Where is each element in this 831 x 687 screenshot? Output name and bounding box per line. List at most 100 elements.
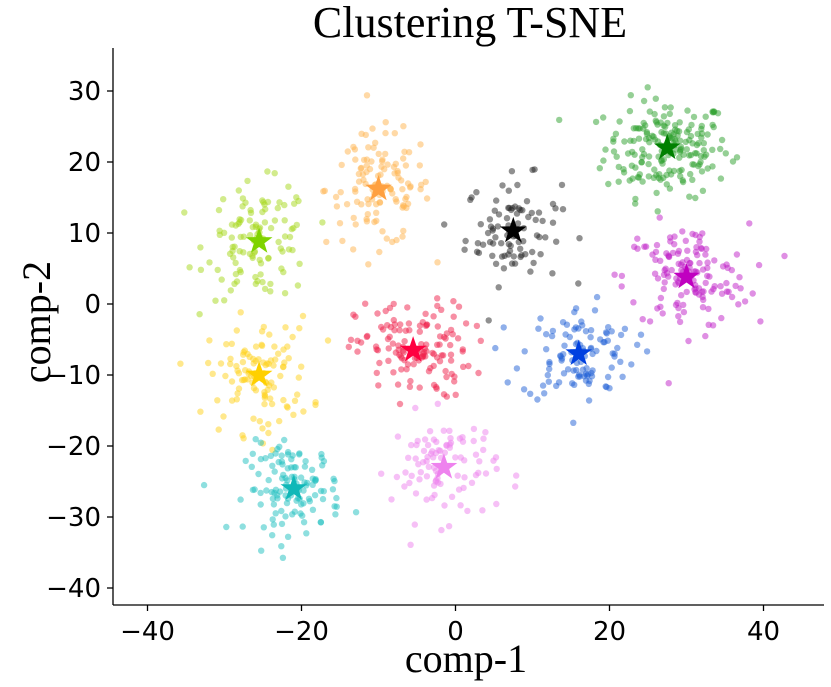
cluster-teal-point: [257, 501, 264, 508]
y-tick-label: −30: [46, 503, 101, 533]
cluster-crimson-point: [350, 311, 357, 318]
cluster-teal-point: [258, 547, 265, 554]
x-ticks: −40 −20 0 20 40: [120, 605, 780, 647]
cluster-orange-point: [416, 162, 423, 169]
cluster-magenta-point: [654, 275, 662, 282]
cluster-orange-point: [423, 195, 431, 202]
cluster-green-point: [632, 195, 639, 203]
cluster-orange-point: [403, 204, 410, 212]
cluster-black-point: [519, 207, 526, 214]
cluster-lime-point: [267, 224, 275, 232]
cluster-yellow-point: [258, 342, 266, 349]
cluster-yellow-point: [258, 328, 266, 335]
cluster-green-point: [631, 151, 638, 158]
cluster-violet-point: [513, 472, 520, 479]
cluster-green-point: [659, 160, 666, 167]
cluster-green-point: [632, 125, 640, 132]
cluster-teal-point: [200, 481, 208, 489]
cluster-green-point: [629, 175, 636, 182]
cluster-magenta-point: [694, 251, 701, 259]
cluster-violet-point: [426, 428, 434, 435]
cluster-violet-point: [457, 502, 464, 509]
cluster-blue-point: [549, 327, 557, 335]
cluster-blue-point: [619, 373, 626, 380]
cluster-teal-point: [288, 456, 295, 463]
cluster-crimson-point: [462, 320, 470, 327]
cluster-crimson-point: [427, 364, 434, 372]
cluster-crimson-point: [443, 373, 450, 381]
cluster-black-point: [503, 215, 511, 222]
cluster-black-point: [492, 260, 500, 267]
cluster-violet-point: [412, 490, 420, 497]
cluster-teal-point: [255, 470, 262, 478]
cluster-violet-point: [414, 437, 421, 445]
x-tick-label: 0: [447, 617, 464, 647]
cluster-crimson-point: [376, 359, 383, 367]
cluster-yellow-point: [239, 358, 247, 366]
cluster-magenta-point: [718, 290, 726, 297]
cluster-crimson-point: [447, 341, 454, 349]
cluster-green-point: [592, 118, 600, 126]
cluster-orange-point: [352, 221, 359, 228]
cluster-crimson-point: [373, 369, 380, 377]
cluster-green-point: [613, 153, 620, 160]
cluster-violet-point: [476, 458, 483, 465]
cluster-blue-point: [513, 365, 521, 372]
cluster-orange-point: [379, 228, 386, 235]
cluster-orange-point: [323, 238, 330, 246]
cluster-yellow-point: [237, 309, 244, 316]
cluster-black-point: [474, 240, 482, 247]
cluster-yellow-point: [275, 350, 282, 357]
cluster-black-point: [517, 245, 524, 252]
cluster-green-point: [639, 178, 646, 185]
cluster-green-point: [635, 135, 643, 142]
cluster-yellow-point: [239, 432, 246, 439]
cluster-black-point: [523, 198, 531, 205]
cluster-crimson-point: [394, 381, 402, 388]
cluster-green-point: [651, 166, 658, 173]
cluster-black-point: [527, 268, 534, 275]
cluster-black-point: [575, 280, 582, 287]
cluster-blue-point: [492, 344, 499, 352]
cluster-violet-point: [461, 474, 468, 481]
cluster-lime-point: [280, 268, 287, 276]
cluster-yellow-point: [227, 360, 234, 368]
cluster-green-point: [699, 187, 707, 194]
cluster-magenta-point: [678, 267, 685, 274]
cluster-violet-point: [440, 427, 447, 434]
cluster-magenta-point: [671, 241, 678, 248]
cluster-green-point: [689, 176, 696, 183]
cluster-blue-point: [570, 367, 577, 374]
cluster-orange-point: [379, 156, 386, 163]
cluster-green-centroid-star: [653, 133, 681, 160]
cluster-violet-point: [425, 463, 432, 470]
cluster-violet-point: [408, 472, 415, 479]
cluster-orange-point: [352, 156, 359, 163]
cluster-yellow-point: [238, 376, 246, 384]
cluster-black-point: [498, 240, 505, 247]
cluster-green-point: [632, 200, 639, 207]
cluster-violet-point: [480, 446, 487, 454]
cluster-orange-point: [382, 129, 389, 137]
cluster-green-point: [722, 150, 729, 157]
cluster-green-point: [673, 127, 681, 134]
cluster-crimson-point: [473, 322, 481, 330]
cluster-teal-point: [297, 510, 304, 517]
cluster-magenta-point: [634, 235, 641, 242]
cluster-violet-point: [445, 523, 453, 530]
cluster-crimson-point: [450, 298, 457, 305]
cluster-blue-point: [604, 337, 611, 344]
cluster-violet-point: [417, 469, 424, 476]
cluster-yellow-point: [241, 347, 248, 354]
cluster-black-point: [461, 246, 468, 253]
cluster-orange-point: [333, 203, 341, 210]
scatter-points: [177, 84, 788, 561]
cluster-orange-point: [392, 160, 399, 167]
cluster-teal-point: [278, 475, 286, 482]
cluster-teal-point: [282, 513, 289, 520]
cluster-black-point: [530, 259, 537, 267]
cluster-green-point: [674, 132, 681, 139]
cluster-blue-point: [604, 373, 612, 381]
cluster-yellow-point: [296, 325, 303, 332]
cluster-teal-point: [276, 443, 283, 450]
